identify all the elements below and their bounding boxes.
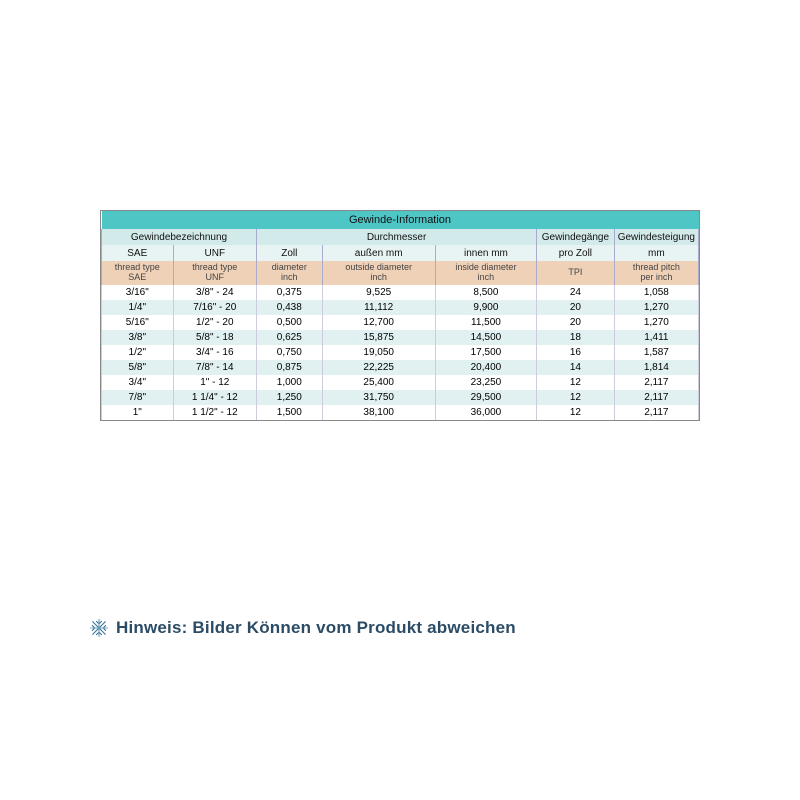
table-cell: 1,270	[614, 315, 698, 330]
table-cell: 1" - 12	[173, 375, 256, 390]
table-cell: 0,750	[257, 345, 323, 360]
table-cell: 1,000	[257, 375, 323, 390]
table-cell: 31,750	[322, 390, 435, 405]
desc-header-row: thread typeSAEthread typeUNFdiameterinch…	[102, 261, 699, 285]
table-cell: 3/8"	[102, 330, 174, 345]
table-cell: 1 1/4" - 12	[173, 390, 256, 405]
table-cell: 1/4"	[102, 300, 174, 315]
table-cell: 12	[537, 405, 615, 420]
table-title: Gewinde-Information	[102, 211, 699, 229]
table-cell: 8,500	[435, 285, 536, 300]
table-cell: 14	[537, 360, 615, 375]
table-cell: 5/16"	[102, 315, 174, 330]
table-cell: 1,814	[614, 360, 698, 375]
table-cell: 1,411	[614, 330, 698, 345]
table-cell: 0,375	[257, 285, 323, 300]
table-row: 1/4"7/16" - 200,43811,1129,900201,270	[102, 300, 699, 315]
table-cell: 0,875	[257, 360, 323, 375]
table-cell: 24	[537, 285, 615, 300]
table-cell: 1/2"	[102, 345, 174, 360]
sub-header: pro Zoll	[537, 245, 615, 261]
table-cell: 0,625	[257, 330, 323, 345]
table-cell: 23,250	[435, 375, 536, 390]
table-cell: 5/8"	[102, 360, 174, 375]
table-cell: 1"	[102, 405, 174, 420]
hint: Hinweis: Bilder Können vom Produkt abwei…	[88, 618, 516, 638]
table-cell: 11,112	[322, 300, 435, 315]
sub-header: Zoll	[257, 245, 323, 261]
table-row: 5/8"7/8" - 140,87522,22520,400141,814	[102, 360, 699, 375]
table-cell: 3/4"	[102, 375, 174, 390]
table-cell: 1,058	[614, 285, 698, 300]
group-header-row: GewindebezeichnungDurchmesserGewindegäng…	[102, 229, 699, 245]
table-cell: 0,438	[257, 300, 323, 315]
table-row: 1"1 1/2" - 121,50038,10036,000122,117	[102, 405, 699, 420]
table-cell: 1,250	[257, 390, 323, 405]
group-header: Gewindesteigung	[614, 229, 698, 245]
group-header: Gewindegänge	[537, 229, 615, 245]
table-cell: 7/16" - 20	[173, 300, 256, 315]
table-row: 3/16"3/8" - 240,3759,5258,500241,058	[102, 285, 699, 300]
snowflake-icon	[88, 618, 110, 638]
group-header: Gewindebezeichnung	[102, 229, 257, 245]
table-cell: 17,500	[435, 345, 536, 360]
table-cell: 22,225	[322, 360, 435, 375]
table-cell: 1/2" - 20	[173, 315, 256, 330]
table-cell: 9,525	[322, 285, 435, 300]
desc-header: TPI	[537, 261, 615, 285]
table-cell: 29,500	[435, 390, 536, 405]
desc-header: thread pitchper inch	[614, 261, 698, 285]
desc-header: thread typeSAE	[102, 261, 174, 285]
table-cell: 1,270	[614, 300, 698, 315]
table-cell: 15,875	[322, 330, 435, 345]
table-row: 7/8"1 1/4" - 121,25031,75029,500122,117	[102, 390, 699, 405]
table-cell: 38,100	[322, 405, 435, 420]
desc-header: outside diameterinch	[322, 261, 435, 285]
table-cell: 20	[537, 315, 615, 330]
table-row: 3/4"1" - 121,00025,40023,250122,117	[102, 375, 699, 390]
table-cell: 3/4" - 16	[173, 345, 256, 360]
table-cell: 18	[537, 330, 615, 345]
sub-header: innen mm	[435, 245, 536, 261]
table-cell: 12	[537, 390, 615, 405]
table-row: 3/8"5/8" - 180,62515,87514,500181,411	[102, 330, 699, 345]
table-cell: 16	[537, 345, 615, 360]
sub-header: außen mm	[322, 245, 435, 261]
table-row: 1/2"3/4" - 160,75019,05017,500161,587	[102, 345, 699, 360]
table-cell: 19,050	[322, 345, 435, 360]
hint-text: Hinweis: Bilder Können vom Produkt abwei…	[116, 618, 516, 638]
sub-header: mm	[614, 245, 698, 261]
group-header: Durchmesser	[257, 229, 537, 245]
table-cell: 3/16"	[102, 285, 174, 300]
table-cell: 1,587	[614, 345, 698, 360]
table-cell: 36,000	[435, 405, 536, 420]
table-cell: 25,400	[322, 375, 435, 390]
desc-header: diameterinch	[257, 261, 323, 285]
desc-header: inside diameterinch	[435, 261, 536, 285]
sub-header: SAE	[102, 245, 174, 261]
table-cell: 12	[537, 375, 615, 390]
table-cell: 2,117	[614, 390, 698, 405]
sub-header: UNF	[173, 245, 256, 261]
table-cell: 9,900	[435, 300, 536, 315]
table-cell: 1 1/2" - 12	[173, 405, 256, 420]
table-cell: 3/8" - 24	[173, 285, 256, 300]
table-cell: 14,500	[435, 330, 536, 345]
table-cell: 11,500	[435, 315, 536, 330]
table-cell: 7/8" - 14	[173, 360, 256, 375]
table-cell: 12,700	[322, 315, 435, 330]
thread-info-table: Gewinde-Information GewindebezeichnungDu…	[100, 210, 700, 421]
table: Gewinde-Information GewindebezeichnungDu…	[101, 211, 699, 420]
table-row: 5/16"1/2" - 200,50012,70011,500201,270	[102, 315, 699, 330]
table-cell: 2,117	[614, 375, 698, 390]
table-cell: 5/8" - 18	[173, 330, 256, 345]
table-cell: 0,500	[257, 315, 323, 330]
table-cell: 1,500	[257, 405, 323, 420]
table-cell: 2,117	[614, 405, 698, 420]
table-cell: 20,400	[435, 360, 536, 375]
sub-header-row: SAEUNFZollaußen mminnen mmpro Zollmm	[102, 245, 699, 261]
desc-header: thread typeUNF	[173, 261, 256, 285]
table-cell: 7/8"	[102, 390, 174, 405]
table-cell: 20	[537, 300, 615, 315]
